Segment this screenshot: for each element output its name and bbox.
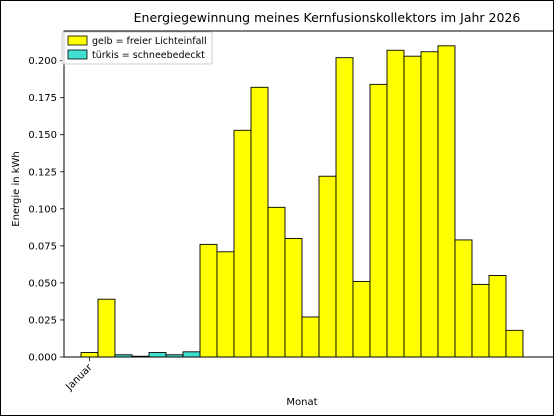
bar xyxy=(233,129,252,358)
y-tick-label: 0.025 xyxy=(28,315,57,326)
bar xyxy=(318,175,337,358)
bar xyxy=(284,238,303,358)
y-tick-label: 0.175 xyxy=(28,93,57,104)
bar xyxy=(97,298,116,358)
bar xyxy=(369,83,388,358)
legend-box xyxy=(61,31,213,65)
legend-label-turquoise: türkis = schneebedeckt xyxy=(92,50,205,61)
y-tick-label: 0.100 xyxy=(28,204,57,215)
bar xyxy=(403,55,422,358)
y-tick-label: 0.125 xyxy=(28,167,57,178)
bars-group xyxy=(80,45,524,358)
bar xyxy=(420,51,439,358)
legend: gelb = freier Lichteinfall türkis = schn… xyxy=(61,31,213,65)
y-tick-label: 0.000 xyxy=(28,353,57,364)
plot-area-border xyxy=(63,30,554,358)
bar xyxy=(488,275,507,358)
y-tick-label: 0.075 xyxy=(28,241,57,252)
legend-swatch-yellow xyxy=(67,35,88,46)
bar xyxy=(505,329,524,358)
y-tick-label: 0.050 xyxy=(28,278,57,289)
x-axis: Januar xyxy=(64,357,96,394)
bar xyxy=(335,57,354,358)
bar xyxy=(454,239,473,358)
bar xyxy=(301,316,320,358)
bar xyxy=(352,280,371,358)
y-tick-label: 0.150 xyxy=(28,130,57,141)
chart-title: Energiegewinnung meines Kernfusionskolle… xyxy=(134,10,521,25)
bar xyxy=(182,351,201,358)
bar xyxy=(199,243,218,358)
bar xyxy=(386,49,405,358)
y-axis: 0.000 0.025 0.050 0.075 0.100 0.125 0.150 0.175… xyxy=(28,56,64,364)
x-tick-label: Januar xyxy=(64,362,96,394)
bar xyxy=(250,86,269,358)
bar xyxy=(216,251,235,358)
bar xyxy=(267,206,286,358)
bar xyxy=(471,283,490,358)
bar xyxy=(148,352,167,358)
bar xyxy=(437,45,456,358)
bar xyxy=(80,352,99,358)
x-axis-label: Monat xyxy=(286,397,317,408)
y-tick-label: 0.200 xyxy=(28,56,57,67)
legend-label-yellow: gelb = freier Lichteinfall xyxy=(92,36,207,47)
legend-swatch-turquoise xyxy=(67,49,88,60)
y-axis-label: Energie in kWh xyxy=(11,151,22,227)
